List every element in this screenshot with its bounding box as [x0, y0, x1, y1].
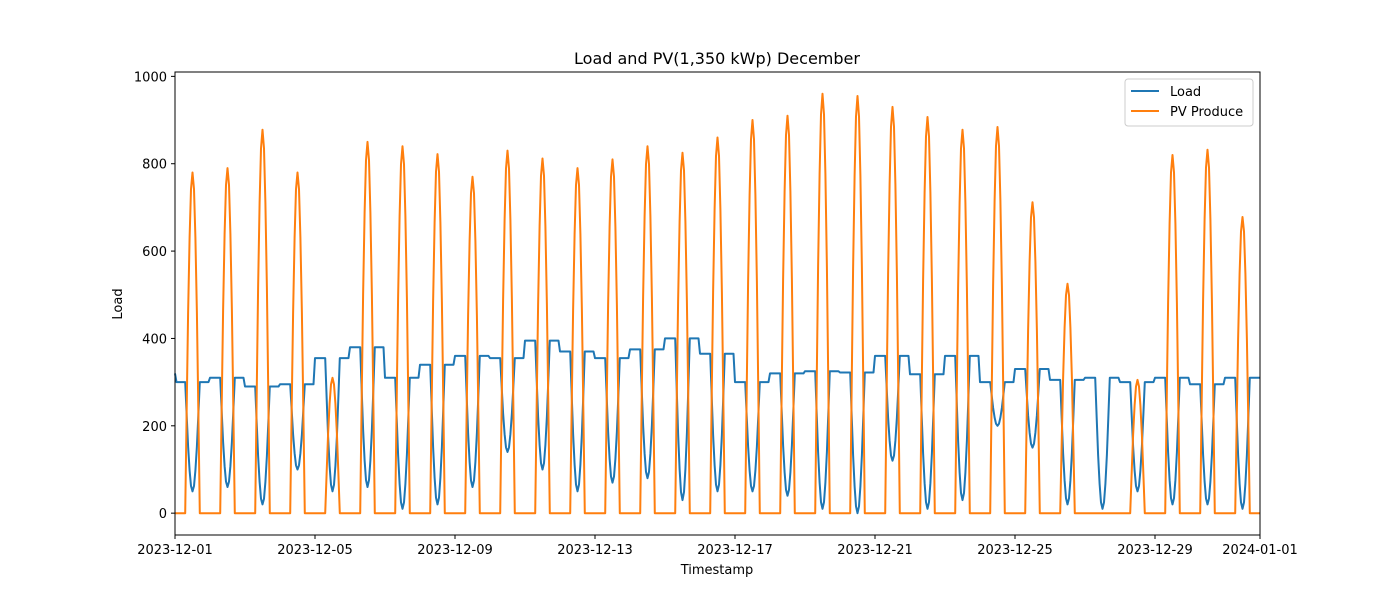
plot-frame — [174, 71, 1261, 536]
y-tick-label: 400 — [142, 332, 167, 347]
x-tick-label: 2023-12-29 — [1117, 543, 1193, 558]
y-axis: 0 200 400 600 800 1000 — [134, 70, 175, 522]
x-axis: 2023-12-01 2023-12-05 2023-12-09 2023-12-13… — [137, 535, 1298, 558]
x-tick-label: 2023-12-13 — [557, 543, 633, 558]
y-tick-label: 600 — [142, 245, 167, 260]
x-tick-label: 2023-12-21 — [837, 543, 913, 558]
y-tick-label: 200 — [142, 420, 167, 435]
y-tick-label: 1000 — [134, 70, 167, 85]
y-axis-label: Load — [111, 288, 126, 319]
series-load-line — [174, 337, 1260, 515]
x-tick-label: 2023-12-05 — [277, 543, 353, 558]
legend-load-label: Load — [1170, 85, 1201, 100]
y-tick-label: 800 — [142, 158, 167, 173]
x-tick-label: 2023-12-25 — [977, 543, 1053, 558]
x-tick-label: 2023-12-01 — [137, 543, 213, 558]
legend: Load PV Produce — [1124, 78, 1254, 127]
y-tick-label: 0 — [159, 507, 167, 522]
x-axis-label: Timestamp — [680, 563, 754, 578]
x-tick-label: 2023-12-17 — [697, 543, 773, 558]
x-tick-label: 2024-01-01 — [1222, 543, 1298, 558]
legend-pv-label: PV Produce — [1170, 105, 1243, 120]
series-layer — [174, 92, 1260, 515]
series-pv-produce-line — [175, 92, 1260, 515]
chart-title: Load and PV(1,350 kWp) December — [574, 49, 860, 68]
x-tick-label: 2023-12-09 — [417, 543, 493, 558]
